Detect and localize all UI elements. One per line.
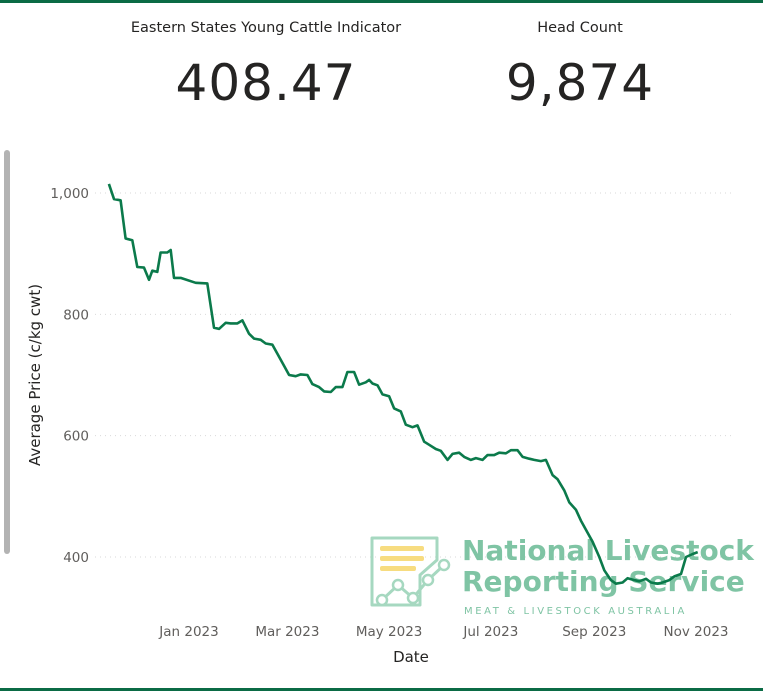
- y-tick-label: 400: [63, 550, 89, 566]
- nlrs-watermark: National Livestock Reporting Service MEA…: [370, 534, 755, 617]
- x-tick-label: May 2023: [356, 624, 423, 640]
- series-line: [107, 183, 699, 585]
- head-count-value: 9,874: [505, 54, 655, 112]
- head-count-label: Head Count: [537, 20, 623, 36]
- indicator-value: 408.47: [175, 54, 357, 112]
- indicator-label: Eastern States Young Cattle Indicator: [130, 20, 402, 36]
- x-axis-ticks: Jan 2023 Mar 2023 May 2023 Jul 2023 Sep 2023…: [158, 624, 728, 640]
- y-axis-ticks: 400 600 800 1,000: [50, 186, 89, 566]
- x-tick-label: Sep 2023: [562, 624, 626, 640]
- x-axis-title: Date: [393, 648, 429, 666]
- y-tick-label: 800: [63, 307, 89, 323]
- y-tick-label: 600: [63, 429, 89, 445]
- bottom-border: [0, 688, 763, 691]
- top-border: [0, 0, 763, 3]
- y-axis-title: Average Price (c/kg cwt): [26, 284, 44, 466]
- x-tick-label: Jul 2023: [462, 624, 518, 640]
- watermark-line-1: National Livestock: [462, 534, 755, 567]
- report-chart-icon: [370, 536, 451, 607]
- vertical-scrollbar[interactable]: [4, 150, 10, 554]
- y-tick-label: 1,000: [50, 186, 89, 202]
- x-tick-label: Mar 2023: [255, 624, 319, 640]
- x-tick-label: Nov 2023: [664, 624, 729, 640]
- x-tick-label: Jan 2023: [158, 624, 218, 640]
- gridlines: [95, 192, 735, 558]
- watermark-line-3: MEAT & LIVESTOCK AUSTRALIA: [464, 606, 687, 617]
